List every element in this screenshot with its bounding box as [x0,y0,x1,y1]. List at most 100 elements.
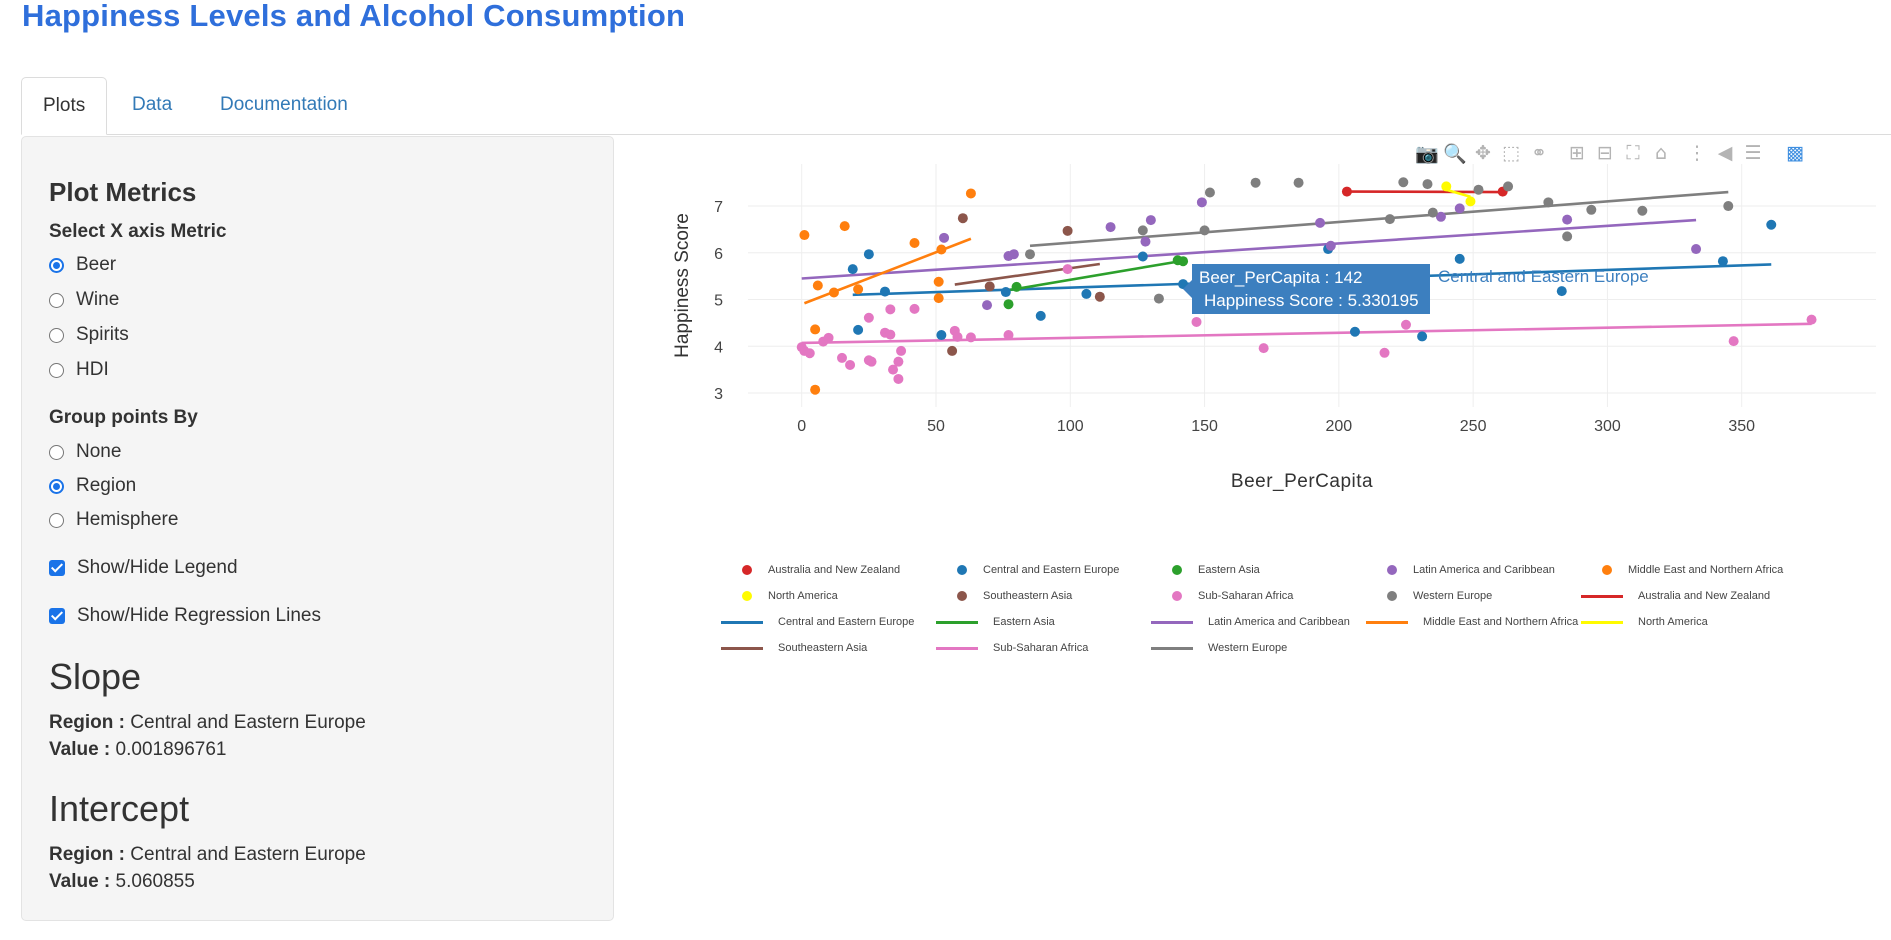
legend-item-points[interactable]: Eastern Asia [1151,564,1260,576]
legend-item-line[interactable]: Eastern Asia [936,616,1055,628]
checkbox-label: Show/Hide Regression Lines [77,605,321,626]
legend-toggle[interactable]: Show/Hide Legend [49,557,238,579]
tab-plots[interactable]: Plots [21,77,108,135]
legend-marker [1172,591,1182,601]
legend-item-points[interactable]: Middle East and Northern Africa [1581,564,1783,576]
legend-label: North America [1638,616,1708,628]
legend-item-points[interactable]: Central and Eastern Europe [936,564,1119,576]
group-option-region[interactable]: Region [49,475,136,497]
data-point [1562,231,1573,242]
camera-icon[interactable]: 📷 [1415,142,1439,165]
legend-item-line[interactable]: Western Europe [1151,642,1287,654]
legend-item-line[interactable]: Australia and New Zealand [1581,590,1770,602]
data-point [1011,281,1022,292]
x-tick-label: 300 [1594,418,1621,435]
legend-line-marker [1151,620,1193,624]
data-point [1562,214,1573,225]
tab-documentation[interactable]: Documentation [220,94,348,115]
legend-item-line[interactable]: Sub-Saharan Africa [936,642,1088,654]
zoom-out-icon[interactable]: ⊟ [1597,142,1613,164]
legend-item-points[interactable]: Western Europe [1366,590,1492,602]
legend-item-line[interactable]: Middle East and Northern Africa [1366,616,1578,628]
data-point [1422,179,1433,190]
legend-item-points[interactable]: Australia and New Zealand [721,564,900,576]
data-point [1766,219,1777,230]
option-label: Spirits [76,324,129,345]
legend-item-line[interactable]: Latin America and Caribbean [1151,616,1350,628]
x-tick-label: 350 [1728,418,1755,435]
data-point [1473,184,1484,195]
region-key: Region : [49,844,125,865]
data-point [957,213,968,224]
lasso-icon[interactable]: ⚭ [1531,142,1547,164]
scatter-plot[interactable]: 0 50 100 150 200 250 300 350 3 4 5 6 7 Beer_PerCapita… [640,136,1891,696]
regression-line [1445,188,1471,198]
radio-icon[interactable] [49,478,64,494]
legend-item-line[interactable]: North America [1581,616,1708,628]
x-option-spirits[interactable]: Spirits [49,324,129,346]
zoom-in-icon[interactable]: ⊞ [1569,142,1585,164]
intercept-region-value: Central and Eastern Europe [130,844,366,865]
data-point [1000,287,1011,298]
box-select-icon[interactable]: ⬚ [1502,142,1520,164]
plotly-logo-icon[interactable]: ▩ [1786,142,1804,164]
data-point [1325,240,1336,251]
x-axis-metric-label: Select X axis Metric [49,221,227,242]
y-tick-label: 5 [714,293,723,310]
hover-compare-icon[interactable]: ☰ [1744,142,1762,164]
x-option-wine[interactable]: Wine [49,289,119,311]
data-point [823,332,834,343]
zoom-icon[interactable]: 🔍 [1443,142,1467,165]
radio-icon[interactable] [49,362,64,378]
radio-icon[interactable] [49,444,64,460]
data-point [1543,197,1554,208]
x-tick-label: 100 [1057,418,1084,435]
legend-label: Western Europe [1208,642,1288,654]
data-point [965,188,976,199]
pan-icon[interactable]: ✥ [1475,142,1491,164]
data-point [933,293,944,304]
legend-label: Southeastern Asia [983,590,1073,602]
data-point [893,356,904,367]
x-axis-title: Beer_PerCapita [1231,471,1373,492]
legend-item-line[interactable]: Southeastern Asia [721,642,867,654]
data-point [863,312,874,323]
group-option-hemisphere[interactable]: Hemisphere [49,509,178,531]
tab-data[interactable]: Data [132,94,173,115]
radio-icon[interactable] [49,512,64,528]
data-point [933,276,944,287]
legend-item-points[interactable]: Sub-Saharan Africa [1151,590,1293,602]
intercept-number: 5.060855 [115,871,195,892]
group-option-none[interactable]: None [49,441,121,463]
data-point [1204,187,1215,198]
option-label: Wine [76,289,120,310]
autoscale-icon[interactable]: ⛶ [1626,142,1640,164]
data-point [1586,204,1597,215]
radio-icon[interactable] [49,257,64,273]
radio-icon[interactable] [49,327,64,343]
x-option-beer[interactable]: Beer [49,254,116,276]
legend-item-points[interactable]: Latin America and Caribbean [1366,564,1555,576]
legend-item-line[interactable]: Central and Eastern Europe [721,616,914,628]
data-point [1105,222,1116,233]
checkbox-icon[interactable] [49,560,65,576]
intercept-region: Region : Central and Eastern Europe [49,844,366,866]
x-option-hdi[interactable]: HDI [49,359,109,381]
value-key: Value : [49,739,111,760]
y-tick-label: 4 [714,339,723,356]
data-point [1427,207,1438,218]
checkbox-label: Show/Hide Legend [77,557,238,578]
data-point [1723,201,1734,212]
hover-closest-icon[interactable]: ◀ [1717,142,1733,164]
checkbox-icon[interactable] [49,608,65,624]
legend-line-marker [1151,646,1193,650]
regression-toggle[interactable]: Show/Hide Regression Lines [49,605,321,627]
radio-icon[interactable] [49,292,64,308]
data-point [847,264,858,275]
legend-item-points[interactable]: Southeastern Asia [936,590,1072,602]
spike-lines-icon[interactable]: ⋮ [1687,142,1707,164]
data-point [936,244,947,255]
reset-axes-icon[interactable]: ⌂ [1654,142,1668,164]
legend-item-points[interactable]: North America [721,590,838,602]
legend-marker [1387,591,1397,601]
